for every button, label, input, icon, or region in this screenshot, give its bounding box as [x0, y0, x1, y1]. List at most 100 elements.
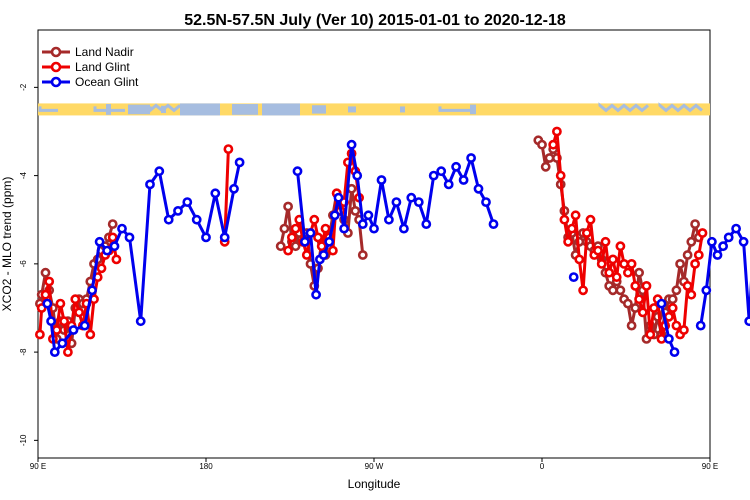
land-strip-ocean-inlet — [658, 102, 703, 113]
data-point — [686, 236, 697, 247]
data-point — [718, 241, 728, 252]
data-point — [376, 175, 387, 185]
data-point — [630, 280, 641, 291]
data-point — [443, 179, 454, 190]
data-point — [744, 316, 750, 327]
data-point — [604, 267, 615, 278]
data-point — [712, 250, 723, 260]
data-point — [697, 228, 708, 238]
data-point — [111, 254, 122, 265]
data-point — [107, 219, 118, 229]
data-point — [290, 223, 301, 234]
data-point — [85, 329, 96, 340]
data-point — [600, 236, 611, 247]
data-point — [324, 236, 335, 247]
data-point — [682, 280, 693, 291]
data-point — [299, 236, 310, 247]
x-tick-label: 180 — [199, 462, 213, 471]
data-point — [333, 192, 344, 203]
data-point — [363, 210, 374, 221]
data-point — [357, 219, 368, 229]
data-point — [49, 347, 60, 357]
data-point — [578, 285, 588, 296]
data-point — [40, 267, 51, 278]
data-point — [398, 223, 409, 234]
data-point — [656, 298, 667, 309]
data-point — [559, 214, 570, 225]
data-point — [537, 139, 547, 150]
data-point — [316, 241, 327, 252]
land-strip-ocean — [262, 103, 300, 116]
data-point — [286, 232, 297, 243]
data-point — [223, 144, 234, 154]
y-axis-label: XCO2 - MLO trend (ppm) — [0, 177, 14, 312]
data-point — [626, 258, 637, 269]
data-point — [634, 294, 644, 305]
data-point — [70, 294, 81, 305]
data-point — [413, 197, 424, 207]
data-point — [436, 166, 447, 177]
data-point — [154, 166, 165, 177]
data-point — [649, 303, 659, 313]
data-point — [283, 201, 293, 212]
legend-label: Ocean Glint — [75, 75, 139, 89]
legend-label: Land Glint — [75, 60, 130, 74]
land-strip-ocean-inlet — [148, 103, 181, 114]
data-point — [488, 219, 499, 229]
data-point — [301, 250, 312, 260]
x-tick-label: 0 — [540, 462, 545, 471]
land-strip-ocean-inlet — [38, 106, 58, 112]
data-point — [585, 214, 596, 225]
data-point — [182, 197, 193, 207]
series-line — [699, 227, 750, 326]
data-point — [641, 280, 652, 291]
data-point — [357, 250, 368, 260]
data-point — [318, 250, 329, 260]
data-point — [428, 170, 439, 181]
data-point — [634, 267, 644, 278]
y-tick-label: -10 — [19, 434, 28, 446]
data-point — [645, 329, 656, 340]
legend-marker — [50, 61, 62, 73]
series-line — [296, 143, 495, 297]
data-point — [406, 192, 417, 203]
data-point — [707, 236, 717, 247]
data-point — [723, 232, 734, 243]
data-point — [552, 126, 562, 137]
data-point — [664, 333, 674, 344]
x-tick-label: 90 W — [365, 462, 384, 471]
data-point — [570, 210, 581, 221]
data-point — [55, 298, 66, 309]
data-point — [96, 263, 107, 274]
y-axis: -2 -4 -6 -8 -10 — [19, 83, 38, 446]
data-point — [145, 179, 155, 190]
data-point — [210, 188, 221, 199]
data-point — [59, 316, 69, 327]
data-point — [313, 232, 323, 243]
x-tick-label: 90 E — [30, 462, 46, 471]
data-point — [124, 232, 135, 243]
data-point — [581, 228, 592, 238]
data-point — [421, 219, 432, 229]
data-point — [690, 219, 700, 229]
land-strip-ocean — [232, 104, 258, 115]
data-point — [135, 316, 146, 327]
data-point — [738, 236, 749, 247]
data-point — [163, 214, 174, 225]
x-axis-label: Longitude — [348, 477, 401, 491]
legend-item: Land Glint — [42, 60, 130, 74]
land-strip-ocean-inlet — [93, 106, 125, 112]
data-point — [51, 325, 62, 335]
data-point — [339, 223, 349, 234]
data-point — [109, 241, 120, 252]
y-tick-label: -2 — [19, 83, 28, 91]
data-point — [458, 175, 469, 185]
data-point — [637, 307, 648, 318]
data-point — [567, 223, 577, 234]
data-point — [391, 197, 402, 207]
land-strip-ocean — [128, 104, 150, 115]
data-point — [466, 153, 476, 163]
data-point — [290, 241, 301, 252]
data-point — [664, 311, 674, 322]
